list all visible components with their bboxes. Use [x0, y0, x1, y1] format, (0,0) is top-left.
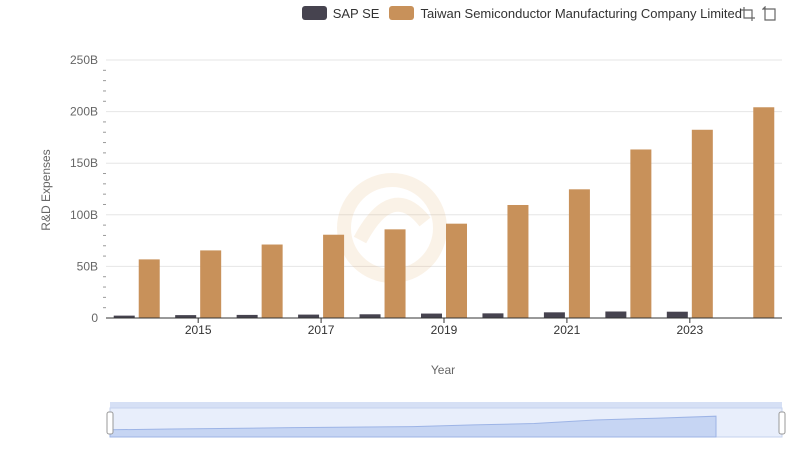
x-axis: 2015 2017 2019 2021 2023	[106, 317, 782, 337]
bar-sap	[236, 314, 258, 318]
legend-item-tsmc[interactable]: Taiwan Semiconductor Manufacturing Compa…	[389, 6, 742, 21]
data-zoom-preview	[109, 415, 717, 438]
data-zoom-top-bar	[110, 402, 782, 408]
y-axis-title: R&D Expenses	[39, 149, 53, 231]
x-axis-title: Year	[430, 363, 456, 377]
x-tick-label: 2019	[431, 323, 458, 337]
bar-tsmc	[568, 189, 590, 318]
data-zoom-handle-right[interactable]	[778, 411, 786, 435]
bar-tsmc	[446, 223, 467, 318]
bar-sap	[359, 314, 381, 318]
y-tick-label: 250B	[70, 53, 98, 67]
legend-item-sap[interactable]: SAP SE	[301, 5, 380, 21]
bar-tsmc	[261, 244, 283, 318]
bar-tsmc	[753, 107, 775, 319]
bars	[113, 107, 775, 319]
bar-sap	[543, 312, 565, 318]
bar-sap	[666, 311, 688, 318]
bar-tsmc	[691, 129, 713, 318]
y-tick-label: 50B	[77, 259, 98, 273]
bar-tsmc	[630, 149, 652, 318]
data-zoom-handle-left[interactable]	[106, 411, 114, 435]
zoom-reset-icon[interactable]	[762, 6, 778, 22]
x-tick-label: 2015	[185, 323, 212, 337]
bar-sap	[113, 315, 135, 318]
bar-sap	[605, 311, 627, 318]
y-axis: 0 50B 100B 150B 200B 250B	[70, 53, 106, 325]
y-tick-label: 150B	[70, 156, 98, 170]
y-tick-label: 100B	[70, 208, 98, 222]
data-zoom-slider	[106, 402, 786, 438]
bar-sap	[421, 313, 442, 318]
bar-tsmc	[200, 250, 222, 318]
legend-swatch-tsmc	[389, 6, 415, 20]
legend: SAP SE Taiwan Semiconductor Manufacturin…	[301, 4, 742, 22]
legend-swatch-sap	[301, 6, 327, 20]
x-tick-label: 2021	[554, 323, 581, 337]
x-tick-label: 2017	[308, 323, 335, 337]
legend-label-tsmc: Taiwan Semiconductor Manufacturing Compa…	[420, 5, 742, 21]
y-tick-label: 200B	[70, 105, 98, 119]
bar-sap	[482, 313, 504, 318]
bar-tsmc	[507, 204, 529, 318]
bar-tsmc	[138, 259, 160, 318]
zoom-icon[interactable]	[740, 6, 756, 22]
toolbox	[740, 6, 778, 22]
y-tick-label: 0	[91, 311, 98, 325]
bar-tsmc	[384, 229, 406, 318]
bar-tsmc	[323, 234, 345, 318]
x-tick-label: 2023	[676, 323, 703, 337]
legend-label-sap: SAP SE	[332, 5, 380, 21]
bar-sap	[175, 315, 197, 318]
bar-sap	[298, 314, 320, 318]
